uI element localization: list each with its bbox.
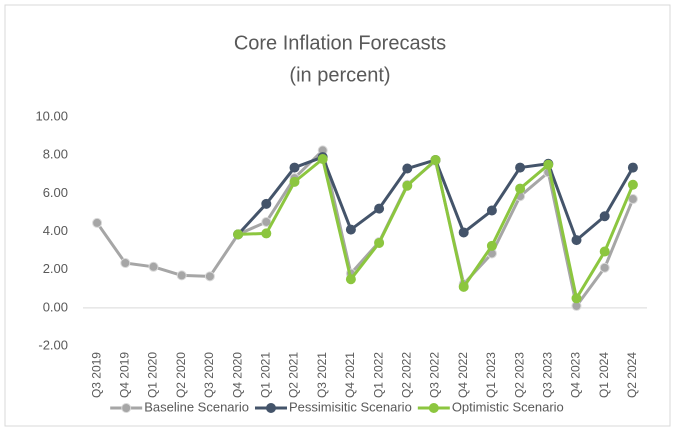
marker (261, 216, 272, 227)
marker (317, 153, 328, 164)
marker (458, 227, 469, 238)
marker (627, 162, 638, 173)
marker (345, 224, 356, 235)
x-tick-label: Q3 2021 (315, 352, 329, 398)
y-tick-label: -2.00 (38, 337, 68, 352)
y-tick-label: 0.00 (43, 299, 68, 314)
marker (233, 229, 244, 240)
marker (543, 159, 554, 170)
legend-marker (121, 403, 132, 413)
x-tick-label: Q1 2024 (597, 352, 611, 398)
x-tick-label: Q4 2020 (230, 352, 244, 398)
x-tick-label: Q3 2023 (540, 352, 554, 398)
marker (599, 246, 610, 257)
x-tick-label: Q3 2019 (89, 352, 103, 398)
legend-label: Optimistic Scenario (452, 399, 564, 414)
x-tick-label: Q2 2024 (625, 352, 639, 398)
marker (120, 257, 131, 268)
marker (486, 205, 497, 216)
x-tick-label: Q3 2020 (202, 352, 216, 398)
x-tick-label: Q2 2020 (174, 352, 188, 398)
y-tick-label: 8.00 (43, 147, 68, 162)
marker (289, 176, 300, 187)
marker (374, 237, 385, 248)
x-tick-label: Q4 2022 (456, 352, 470, 398)
chart-title: Core Inflation Forecasts (234, 32, 446, 54)
marker (430, 154, 441, 165)
marker (402, 180, 413, 191)
marker (515, 183, 526, 194)
x-tick-label: Q2 2021 (287, 352, 301, 398)
x-tick-label: Q2 2023 (512, 352, 526, 398)
marker (458, 281, 469, 292)
x-tick-label: Q1 2023 (484, 352, 498, 398)
y-tick-label: 2.00 (43, 261, 68, 276)
x-tick-label: Q4 2021 (343, 352, 357, 398)
marker (261, 198, 272, 209)
legend-label: Pessimisitic Scenario (289, 399, 412, 414)
marker (486, 240, 497, 251)
marker (571, 235, 582, 246)
marker (204, 271, 215, 282)
x-tick-label: Q4 2023 (569, 352, 583, 398)
marker (599, 262, 610, 273)
y-tick-label: 4.00 (43, 223, 68, 238)
x-tick-label: Q1 2021 (258, 352, 272, 398)
marker (374, 203, 385, 214)
legend-marker (428, 403, 439, 413)
y-tick-label: 6.00 (43, 185, 68, 200)
x-tick-label: Q1 2020 (146, 352, 160, 398)
marker (345, 274, 356, 285)
marker (599, 211, 610, 222)
y-tick-label: 10.00 (35, 108, 68, 123)
marker (176, 270, 187, 281)
legend-label: Baseline Scenario (144, 399, 249, 414)
marker (92, 217, 103, 228)
marker (627, 179, 638, 190)
x-tick-label: Q3 2022 (428, 352, 442, 398)
marker (148, 261, 159, 272)
x-tick-label: Q2 2022 (399, 352, 413, 398)
marker (571, 293, 582, 304)
marker (261, 228, 272, 239)
marker (402, 163, 413, 174)
chart-subtitle: (in percent) (289, 64, 390, 86)
legend-marker (265, 403, 276, 413)
marker (515, 162, 526, 173)
x-tick-label: Q1 2022 (371, 352, 385, 398)
x-tick-label: Q4 2019 (117, 352, 131, 398)
marker (289, 162, 300, 173)
